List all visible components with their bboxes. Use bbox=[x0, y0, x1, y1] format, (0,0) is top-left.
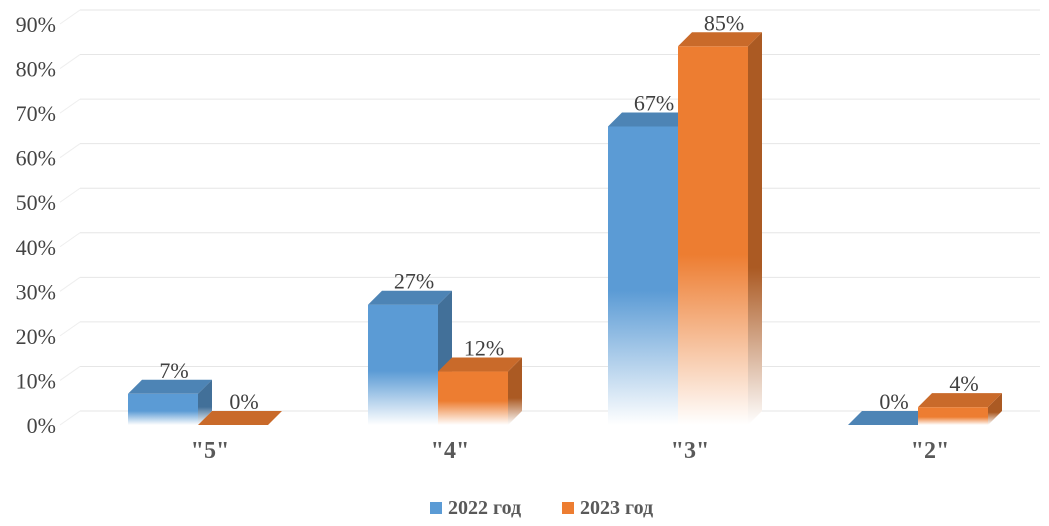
y-tick-label: 20% bbox=[16, 324, 56, 349]
gridline-depth bbox=[59, 366, 81, 381]
y-tick-label: 0% bbox=[27, 413, 56, 438]
gridline-depth bbox=[59, 143, 81, 159]
x-category-label: "5" bbox=[191, 438, 230, 464]
data-label: 0% bbox=[229, 389, 258, 414]
gridline-depth bbox=[59, 232, 81, 248]
bar-series-2023-1 bbox=[438, 357, 522, 425]
y-tick-label: 80% bbox=[16, 57, 56, 82]
legend-swatch bbox=[562, 502, 574, 514]
data-label: 85% bbox=[704, 10, 744, 35]
y-tick-label: 50% bbox=[16, 190, 56, 215]
gridline-depth bbox=[59, 98, 81, 114]
y-tick-label: 10% bbox=[16, 368, 56, 393]
data-label: 27% bbox=[394, 269, 434, 294]
bar-series-2022-0 bbox=[128, 379, 212, 425]
bar-series-2022-3 bbox=[848, 411, 932, 425]
legend-label: 2023 год bbox=[580, 497, 653, 519]
gridline-depth bbox=[59, 410, 81, 426]
data-label: 0% bbox=[879, 389, 908, 414]
bar-series-2023-2 bbox=[678, 32, 762, 426]
bar-series-2023-0 bbox=[198, 411, 282, 425]
legend-swatch bbox=[430, 502, 442, 514]
legend-label: 2022 год bbox=[448, 497, 521, 519]
gridline-depth bbox=[59, 187, 81, 203]
y-tick-label: 70% bbox=[16, 101, 56, 126]
data-label: 7% bbox=[159, 358, 188, 383]
y-tick-label: 40% bbox=[16, 235, 56, 260]
gridline-depth bbox=[59, 9, 81, 25]
x-category-label: "4" bbox=[431, 438, 470, 464]
y-tick-label: 30% bbox=[16, 279, 56, 304]
data-label: 4% bbox=[949, 371, 978, 396]
gridline-depth bbox=[59, 54, 81, 69]
gridline-depth bbox=[59, 321, 81, 337]
bar-series-2023-3 bbox=[918, 393, 1002, 425]
x-category-label: "3" bbox=[671, 438, 710, 464]
y-tick-label: 90% bbox=[16, 12, 56, 37]
data-label: 12% bbox=[464, 336, 504, 361]
x-category-label: "2" bbox=[911, 438, 950, 464]
data-label: 67% bbox=[634, 90, 674, 115]
legend-item-1: 2023 год bbox=[562, 497, 653, 519]
gridline-depth bbox=[59, 276, 81, 292]
bar-series-2022-1 bbox=[368, 290, 452, 425]
y-tick-label: 60% bbox=[16, 146, 56, 171]
legend-item-0: 2022 год bbox=[430, 497, 521, 519]
